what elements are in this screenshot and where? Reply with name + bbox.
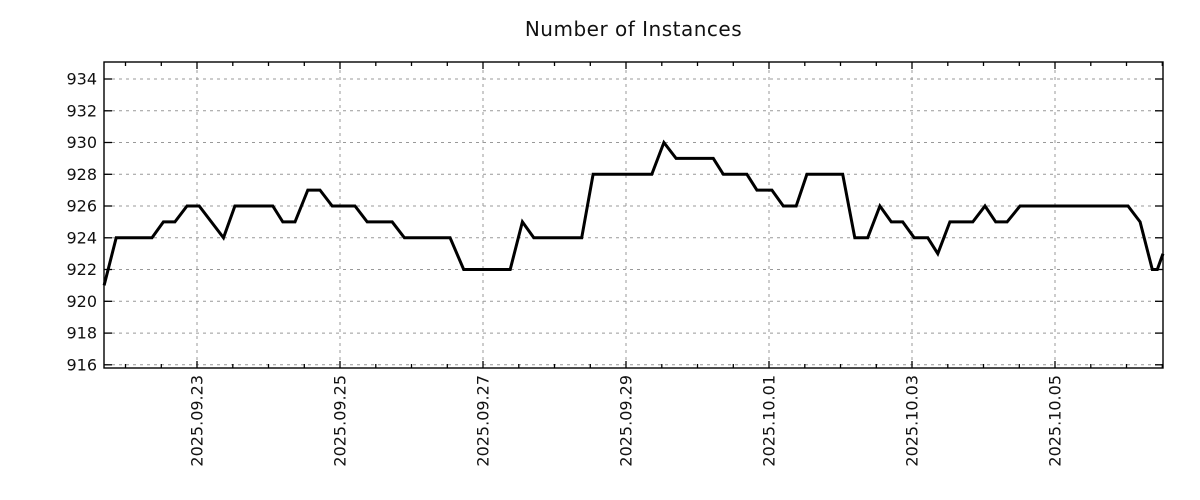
series-line [102,139,1165,286]
y-tick-label: 932 [66,101,97,120]
x-tick-label: 2025.09.23 [188,375,207,467]
plot-frame [103,61,1164,369]
x-tick-label: 2025.09.29 [617,375,636,467]
x-tick-label: 2025.09.27 [474,375,493,467]
y-tick-label: 920 [66,292,97,311]
x-tick-label: 2025.10.01 [760,375,779,467]
y-tick-label: 926 [66,197,97,216]
y-tick-label: 928 [66,165,97,184]
y-tick-label: 922 [66,260,97,279]
chart-title: Number of Instances [524,17,743,41]
x-tick-label: 2025.10.05 [1046,375,1065,467]
y-tick-label: 916 [66,355,97,374]
y-tick-label: 924 [66,228,97,247]
y-tick-label: 918 [66,324,97,343]
y-tick-label: 934 [66,70,97,89]
x-tick-label: 2025.10.03 [903,375,922,467]
x-tick-label: 2025.09.25 [331,375,350,467]
y-tick-label: 930 [66,133,97,152]
